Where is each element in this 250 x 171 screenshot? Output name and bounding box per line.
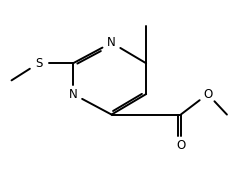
Text: N: N xyxy=(107,36,116,49)
Text: S: S xyxy=(35,57,42,70)
Text: O: O xyxy=(176,139,186,152)
Text: N: N xyxy=(69,88,78,101)
Text: O: O xyxy=(203,88,212,101)
